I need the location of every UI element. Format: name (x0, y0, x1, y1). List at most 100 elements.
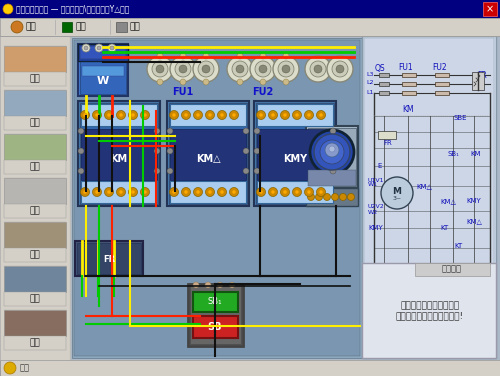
Bar (462, 294, 484, 314)
Text: W: W (97, 76, 109, 86)
Text: 器材: 器材 (30, 74, 40, 83)
Circle shape (305, 56, 331, 82)
Bar (364, 38, 494, 356)
Circle shape (131, 190, 135, 194)
Circle shape (310, 130, 354, 174)
Circle shape (107, 190, 111, 194)
Circle shape (179, 65, 187, 73)
Text: 运行: 运行 (30, 294, 40, 303)
Circle shape (259, 113, 263, 117)
Circle shape (307, 113, 311, 117)
Circle shape (205, 282, 211, 288)
Bar (70, 36, 500, 360)
Bar (72, 38, 362, 358)
Circle shape (78, 148, 84, 154)
Circle shape (292, 111, 302, 120)
Circle shape (283, 53, 289, 59)
Circle shape (271, 190, 275, 194)
Text: KM△: KM△ (440, 198, 456, 204)
Bar (256, 103, 334, 204)
Circle shape (154, 168, 160, 174)
Circle shape (154, 128, 160, 134)
Circle shape (330, 128, 336, 134)
Bar (78, 101, 160, 206)
Circle shape (268, 111, 278, 120)
Bar (0, 0, 500, 18)
Circle shape (95, 44, 103, 52)
Circle shape (167, 168, 173, 174)
Circle shape (229, 282, 235, 288)
Text: FR: FR (477, 71, 487, 80)
Circle shape (316, 194, 322, 200)
Bar (435, 82, 449, 86)
Bar (167, 101, 249, 206)
Circle shape (157, 79, 163, 85)
Circle shape (250, 56, 276, 82)
Circle shape (329, 146, 335, 152)
Circle shape (292, 188, 302, 197)
Bar (78, 44, 128, 96)
Circle shape (237, 53, 243, 59)
Circle shape (3, 4, 13, 14)
Circle shape (84, 46, 88, 50)
Bar (435, 91, 449, 95)
Circle shape (140, 111, 149, 120)
Text: KM△: KM△ (466, 218, 482, 224)
Text: KMY: KMY (466, 198, 481, 204)
Circle shape (320, 140, 344, 164)
Bar (77, 243, 141, 274)
Circle shape (143, 113, 147, 117)
Circle shape (340, 194, 346, 200)
Circle shape (83, 190, 87, 194)
Text: W1: W1 (368, 182, 378, 188)
Bar (379, 73, 389, 77)
Bar (4, 116, 66, 130)
Bar (170, 104, 246, 126)
Circle shape (255, 61, 271, 77)
Circle shape (119, 190, 123, 194)
Text: SB₁: SB₁ (208, 297, 222, 306)
Circle shape (203, 53, 209, 59)
Text: KM△: KM△ (416, 183, 432, 189)
Bar (4, 292, 66, 306)
Text: 3~: 3~ (392, 197, 402, 202)
Circle shape (131, 113, 135, 117)
Circle shape (170, 111, 178, 120)
Bar (308, 170, 356, 186)
Bar (379, 82, 389, 86)
Circle shape (230, 188, 238, 197)
Text: 就绪: 就绪 (20, 364, 30, 373)
Text: KMY: KMY (368, 225, 383, 231)
Circle shape (319, 190, 323, 194)
Circle shape (11, 21, 23, 33)
Circle shape (156, 65, 164, 73)
Circle shape (260, 79, 266, 85)
Circle shape (259, 65, 267, 73)
Circle shape (314, 134, 350, 170)
Bar (308, 128, 356, 186)
Circle shape (314, 65, 322, 73)
Circle shape (236, 65, 244, 73)
Bar (193, 316, 238, 338)
Circle shape (167, 128, 173, 134)
Circle shape (206, 188, 214, 197)
Circle shape (254, 168, 260, 174)
Circle shape (78, 128, 84, 134)
Circle shape (348, 194, 354, 200)
Circle shape (336, 65, 344, 73)
Circle shape (167, 148, 173, 154)
Text: KM: KM (110, 154, 128, 164)
Bar (169, 103, 247, 204)
Circle shape (172, 113, 176, 117)
Text: U1V1: U1V1 (368, 177, 384, 182)
Text: FR: FR (103, 255, 115, 264)
Bar (74, 40, 360, 356)
Bar (78, 44, 128, 61)
Circle shape (4, 362, 16, 374)
Circle shape (316, 188, 326, 197)
Text: 帮助: 帮助 (130, 23, 141, 32)
Circle shape (184, 113, 188, 117)
Bar (75, 241, 143, 276)
Text: 首页: 首页 (26, 23, 37, 32)
Text: 电工技能与实训 — 电动机控制\时间继电器Y△起动: 电工技能与实训 — 电动机控制\时间继电器Y△起动 (16, 5, 130, 14)
